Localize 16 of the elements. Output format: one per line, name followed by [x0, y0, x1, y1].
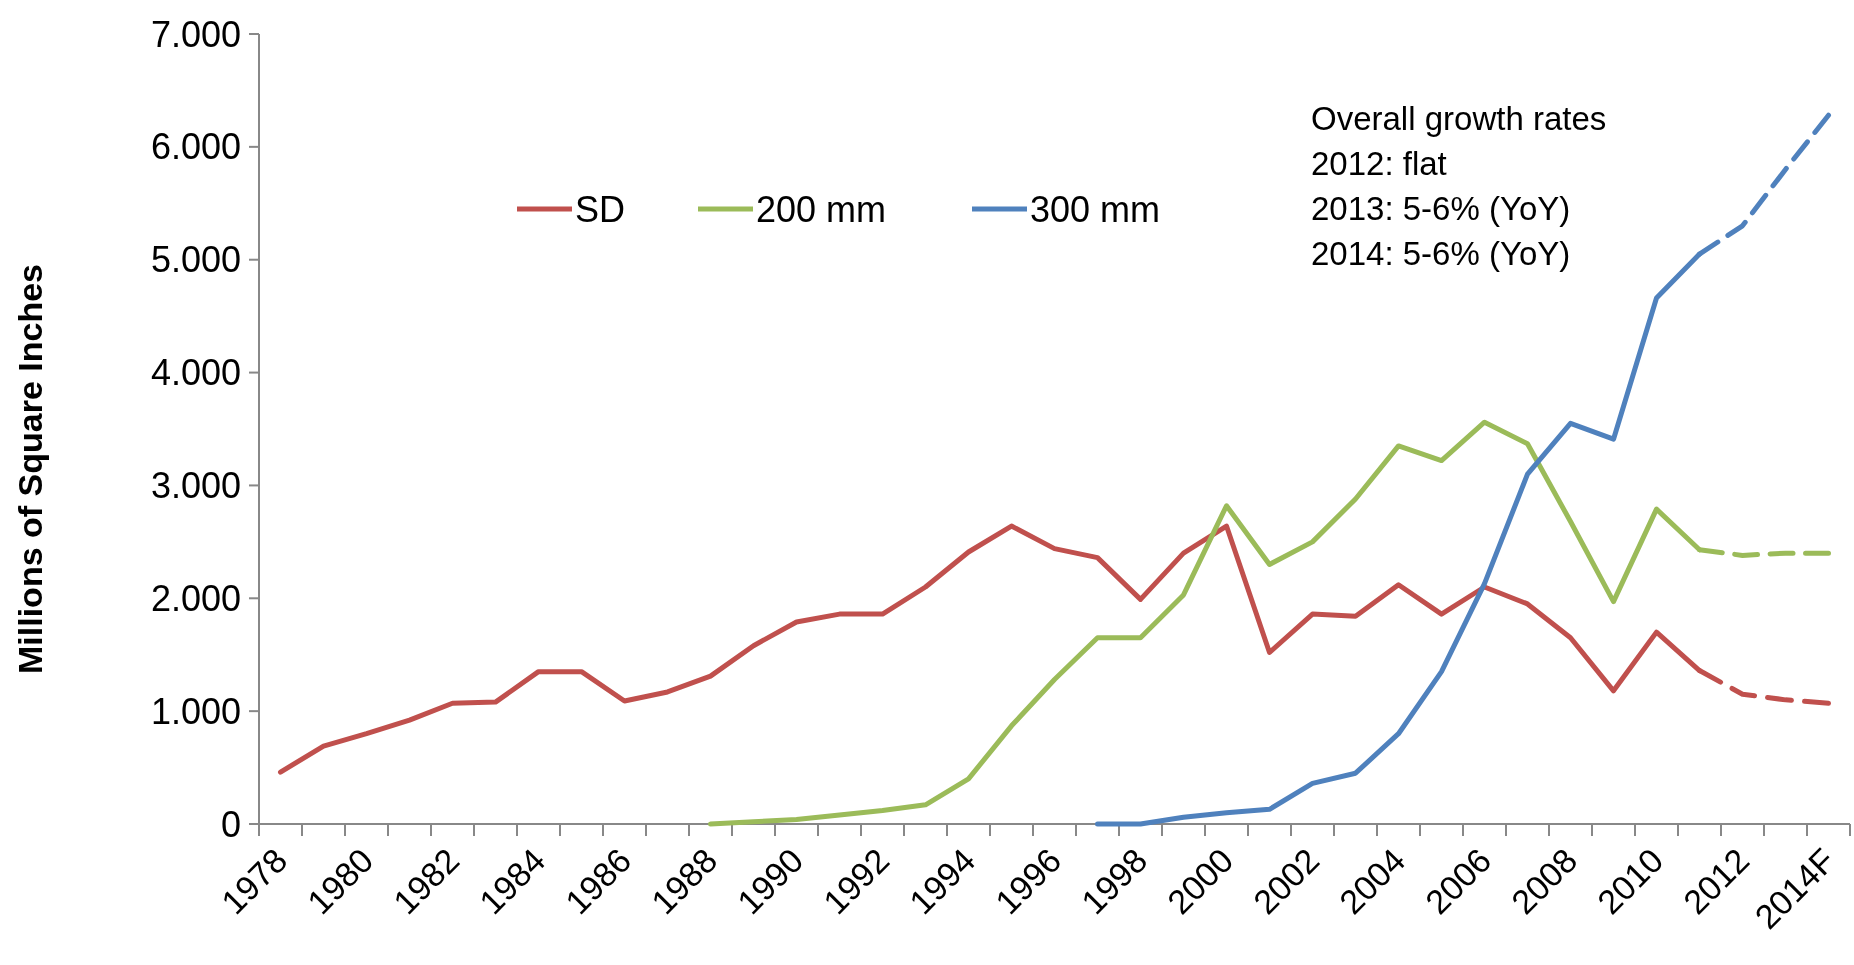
- y-tick-label: 2.000: [150, 577, 241, 619]
- y-tick-label: 0: [220, 803, 241, 845]
- annotation: 2014: 5-6% (YoY): [1311, 234, 1571, 272]
- y-tick-label: 7.000: [150, 13, 241, 55]
- y-axis-title: Millions of Square Inches: [11, 264, 49, 674]
- y-tick-label: 6.000: [150, 126, 241, 168]
- annotation: 2013: 5-6% (YoY): [1311, 189, 1571, 227]
- legend-label: 300 mm: [1030, 188, 1161, 230]
- annotation: Overall growth rates: [1311, 99, 1607, 137]
- annotation: 2012: flat: [1311, 144, 1447, 182]
- legend-label: 200 mm: [756, 188, 887, 230]
- y-tick-label: 3.000: [150, 465, 241, 507]
- legend-label: SD: [575, 188, 626, 230]
- y-tick-label: 5.000: [150, 239, 241, 281]
- y-tick-label: 1.000: [150, 690, 241, 732]
- y-tick-label: 4.000: [150, 352, 241, 394]
